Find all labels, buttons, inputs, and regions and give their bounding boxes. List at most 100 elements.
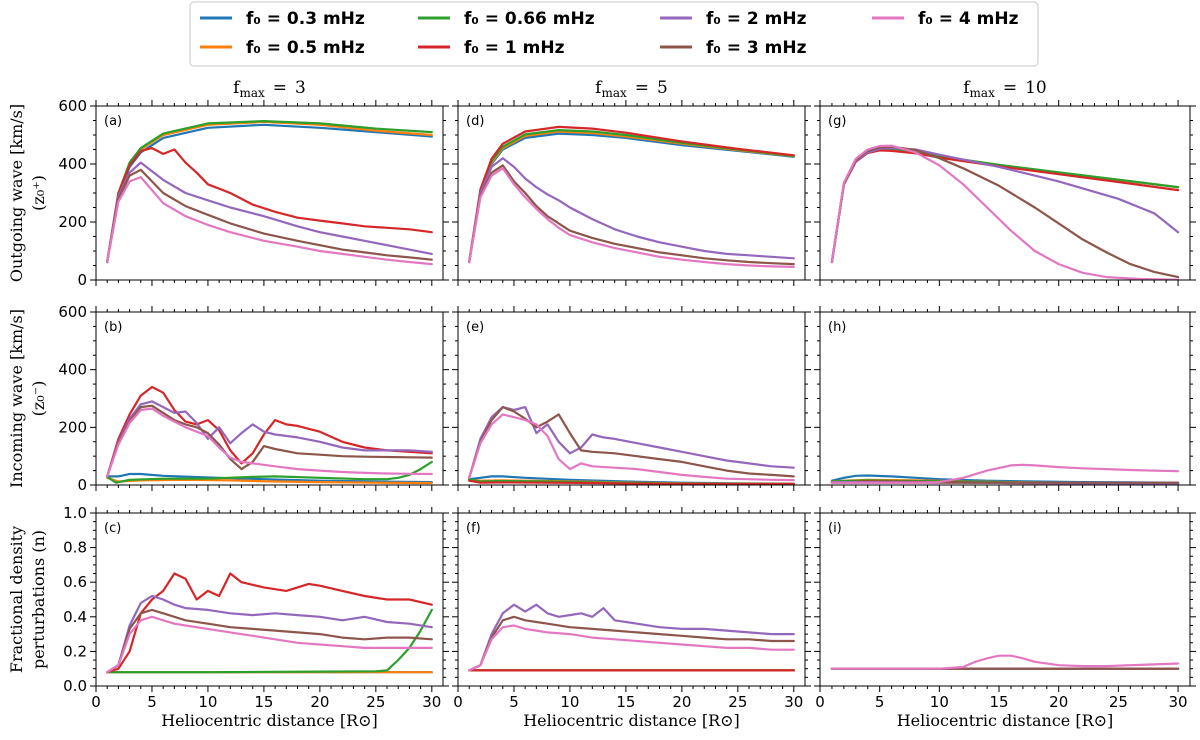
panel-g: (g)	[814, 100, 1196, 286]
y-axis-label: Fractional density perturbations (n)	[7, 526, 48, 673]
series-line-4-mHz	[468, 167, 795, 268]
series-line-0-66-mHz	[106, 460, 433, 484]
x-tick-label: 20	[1049, 693, 1068, 711]
legend-label: f₀ = 4 mHz	[918, 9, 1019, 29]
y-tick-label: 200	[58, 213, 87, 231]
x-tick-label: 5	[147, 693, 157, 711]
y-tick-label: 0	[77, 271, 87, 289]
series-line-1-mHz	[106, 147, 433, 264]
panel-h: (h)	[814, 306, 1196, 491]
x-tick-label: 25	[1109, 693, 1128, 711]
panel-b: 0 200 400 600 (b)	[58, 303, 449, 494]
series-line-3-mHz	[468, 164, 795, 266]
y-tick-label: 0	[77, 476, 87, 494]
y-tick-label: 400	[58, 155, 87, 173]
panel-frame	[819, 512, 1191, 687]
series-line-0-66-mHz	[830, 147, 1180, 264]
y-axis-label: Outgoing wave [km/s] (z₀⁺)	[7, 104, 48, 282]
series-group	[106, 120, 433, 266]
series-line-4-mHz	[830, 463, 1180, 484]
y-tick-label: 0.6	[63, 573, 87, 591]
x-axis-label: Heliocentric distance [R⊙]	[897, 711, 1114, 730]
y-axis-label: Incoming wave [km/s] (z₀⁻)	[7, 309, 48, 488]
series-line-2-mHz	[468, 603, 795, 672]
series-line-4-mHz	[106, 615, 433, 674]
legend: f₀ = 0.3 mHz f₀ = 0.5 mHz f₀ = 0.66 mHz f₀ …	[189, 1, 1039, 67]
panel-frame	[819, 311, 1191, 486]
legend-label: f₀ = 1 mHz	[464, 38, 565, 58]
panel-tag: (a)	[104, 114, 122, 129]
series-line-1-mHz	[106, 385, 433, 478]
panel-tag: (b)	[104, 320, 122, 335]
panel-frame	[457, 105, 806, 281]
panel-tag: (g)	[828, 114, 846, 129]
x-tick-label: 20	[672, 693, 691, 711]
legend-frame	[189, 1, 1039, 67]
y-tick-label: 0.4	[63, 608, 87, 626]
series-line-1-mHz	[468, 479, 795, 485]
series-line-0-66-mHz	[106, 608, 433, 674]
legend-label: f₀ = 3 mHz	[706, 38, 807, 58]
panel-tag: (i)	[828, 521, 842, 536]
x-tick-label: 10	[930, 693, 949, 711]
y-axis-label-line: (z₀⁻)	[29, 381, 48, 417]
legend-label: f₀ = 0.3 mHz	[246, 9, 365, 29]
series-line-4-mHz	[106, 407, 433, 478]
series-line-4-mHz	[468, 624, 795, 672]
panel-tag: (h)	[828, 320, 846, 335]
y-tick-label: 1.0	[63, 504, 87, 522]
series-line-0-3-mHz	[106, 472, 433, 484]
series-line-3-mHz	[106, 608, 433, 674]
series-line-4-mHz	[468, 413, 795, 482]
series-line-2-mHz	[106, 161, 433, 264]
y-tick-label: 600	[58, 303, 87, 321]
y-tick-label: 0.0	[63, 677, 87, 695]
series-line-2-mHz	[468, 157, 795, 264]
series-line-3-mHz	[468, 615, 795, 672]
panel-i: 0 5 10 15 20 25 30 Heliocentric distance [R⊙] (i…	[814, 507, 1196, 730]
x-tick-label: 15	[254, 693, 273, 711]
y-tick-label: 0.8	[63, 539, 87, 557]
x-tick-label: 25	[728, 693, 747, 711]
panel-tag: (d)	[466, 114, 484, 129]
panel-tag: (e)	[466, 320, 484, 335]
series-line-4-mHz	[830, 654, 1180, 670]
x-tick-label: 5	[509, 693, 519, 711]
series-line-3-mHz	[106, 168, 433, 264]
panel-c: 0 5 10 15 20 25 30 Heliocentric distance [R⊙] 0.…	[63, 504, 449, 730]
series-line-2-mHz	[106, 594, 433, 674]
series-group	[830, 654, 1180, 670]
series-line-1-mHz	[830, 149, 1180, 264]
series-line-3-mHz	[106, 404, 433, 478]
panel-frame	[457, 512, 806, 687]
y-tick-label: 200	[58, 418, 87, 436]
y-axis-label-line: (z₀⁺)	[29, 175, 48, 211]
legend-label: f₀ = 2 mHz	[706, 9, 807, 29]
series-group	[830, 463, 1180, 485]
x-tick-label: 20	[310, 693, 329, 711]
panel-frame	[457, 311, 806, 486]
y-axis-labels: Outgoing wave [km/s] (z₀⁺) Incoming wave […	[7, 104, 48, 673]
series-line-4-mHz	[830, 144, 1180, 280]
x-tick-label: 25	[366, 693, 385, 711]
series-group	[468, 603, 795, 672]
series-line-3-mHz	[468, 406, 795, 479]
column-title: fmax = 5	[595, 78, 668, 100]
series-group	[106, 572, 433, 674]
series-line-4-mHz	[106, 176, 433, 266]
y-tick-label: 400	[58, 361, 87, 379]
panel-a: 0 200 400 600 (a)	[58, 97, 449, 289]
series-group	[468, 406, 795, 485]
column-title: fmax = 10	[963, 78, 1047, 100]
legend-label: f₀ = 0.5 mHz	[246, 38, 365, 58]
panel-d: (d)	[452, 100, 811, 286]
series-group	[106, 385, 433, 485]
column-title: fmax = 3	[233, 78, 306, 100]
x-tick-label: 10	[198, 693, 217, 711]
panel-frame	[819, 105, 1191, 281]
x-tick-label: 0	[91, 693, 101, 711]
x-tick-label: 15	[616, 693, 635, 711]
x-tick-label: 10	[560, 693, 579, 711]
